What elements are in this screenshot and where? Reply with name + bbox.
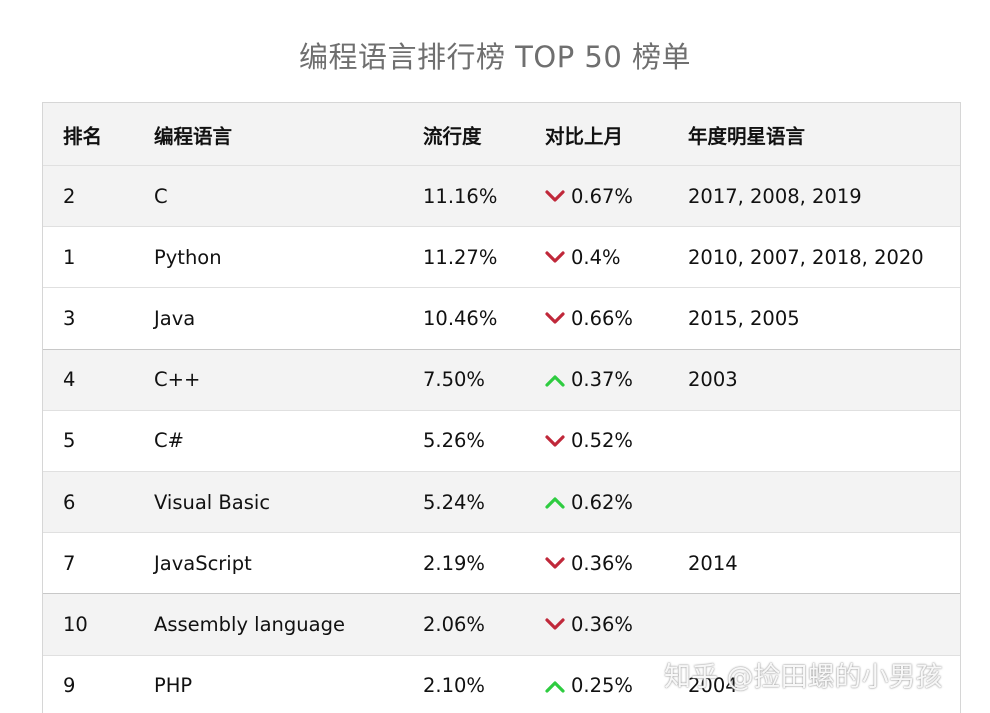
change-cell: 0.37% — [545, 350, 633, 410]
table-row: 9 PHP 2.10% 0.25% 2004 — [43, 654, 960, 713]
arrow-down-icon — [545, 617, 565, 631]
language-cell: C# — [154, 429, 184, 453]
popularity-cell: 7.50% — [423, 368, 485, 392]
change-cell: 0.4% — [545, 227, 621, 287]
popularity-cell: 2.19% — [423, 551, 485, 575]
rank-cell: 10 — [63, 612, 88, 636]
header-change: 对比上月 — [545, 124, 624, 148]
popularity-cell: 11.16% — [423, 184, 498, 208]
star-years-cell: 2010, 2007, 2018, 2020 — [688, 245, 924, 269]
star-years-cell: 2003 — [688, 368, 738, 392]
change-value: 0.67% — [571, 184, 633, 208]
table-row: 7 JavaScript 2.19% 0.36% 2014 — [43, 532, 960, 593]
change-value: 0.36% — [571, 551, 633, 575]
arrow-up-icon — [545, 679, 565, 693]
popularity-cell: 2.06% — [423, 612, 485, 636]
table-row: 1 Python 11.27% 0.4% 2010, 2007, 2018, 2020 — [43, 226, 960, 287]
arrow-down-icon — [545, 434, 565, 448]
header-star-years: 年度明星语言 — [688, 124, 806, 148]
header-popularity: 流行度 — [423, 124, 482, 148]
change-value: 0.37% — [571, 368, 633, 392]
table-row: 2 C 11.16% 0.67% 2017, 2008, 2019 — [43, 165, 960, 227]
header-rank: 排名 — [63, 124, 103, 148]
arrow-down-icon — [545, 189, 565, 203]
language-cell: Java — [154, 306, 196, 330]
language-cell: PHP — [154, 674, 193, 698]
star-years-cell: 2004 — [688, 674, 738, 698]
change-cell: 0.66% — [545, 288, 633, 348]
language-cell: Python — [154, 245, 222, 269]
change-cell: 0.67% — [545, 166, 633, 226]
language-cell: Visual Basic — [154, 490, 271, 514]
star-years-cell: 2017, 2008, 2019 — [688, 184, 862, 208]
table-row: 4 C++ 7.50% 0.37% 2003 — [43, 348, 960, 410]
change-cell: 0.25% — [545, 656, 633, 713]
change-value: 0.66% — [571, 306, 633, 330]
change-value: 0.62% — [571, 490, 633, 514]
header-language: 编程语言 — [154, 124, 233, 148]
language-cell: C++ — [154, 368, 201, 392]
rank-cell: 2 — [63, 184, 76, 208]
change-cell: 0.62% — [545, 472, 633, 532]
arrow-down-icon — [545, 250, 565, 264]
table-row: 5 C# 5.26% 0.52% — [43, 409, 960, 471]
rank-cell: 6 — [63, 490, 76, 514]
popularity-cell: 5.26% — [423, 429, 485, 453]
popularity-cell: 5.24% — [423, 490, 485, 514]
popularity-cell: 2.10% — [423, 674, 485, 698]
ranking-table: 排名 编程语言 流行度 对比上月 年度明星语言 2 C 11.16% 0.67% 201… — [42, 102, 961, 713]
rank-cell: 1 — [63, 245, 76, 269]
popularity-cell: 11.27% — [423, 245, 498, 269]
table-body: 2 C 11.16% 0.67% 2017, 2008, 2019 1 Python 11.2… — [43, 165, 960, 713]
arrow-down-icon — [545, 311, 565, 325]
arrow-down-icon — [545, 556, 565, 570]
table-header-row: 排名 编程语言 流行度 对比上月 年度明星语言 — [43, 103, 960, 165]
language-cell: C — [154, 184, 168, 208]
change-value: 0.52% — [571, 429, 633, 453]
star-years-cell: 2015, 2005 — [688, 306, 800, 330]
change-cell: 0.52% — [545, 411, 633, 471]
page-title: 编程语言排行榜 TOP 50 榜单 — [298, 40, 692, 74]
table-row: 10 Assembly language 2.06% 0.36% — [43, 593, 960, 655]
change-value: 0.36% — [571, 612, 633, 636]
table-row: 3 Java 10.46% 0.66% 2015, 2005 — [43, 287, 960, 348]
rank-cell: 7 — [63, 551, 76, 575]
watermark: 知乎 @捡田螺的小男孩 — [664, 662, 943, 693]
star-years-cell: 2014 — [688, 551, 738, 575]
change-cell: 0.36% — [545, 533, 633, 593]
change-value: 0.25% — [571, 674, 633, 698]
rank-cell: 4 — [63, 368, 76, 392]
language-cell: Assembly language — [154, 612, 345, 636]
rank-cell: 5 — [63, 429, 76, 453]
arrow-up-icon — [545, 495, 565, 509]
rank-cell: 9 — [63, 674, 76, 698]
change-cell: 0.36% — [545, 594, 633, 654]
rank-cell: 3 — [63, 306, 76, 330]
table-row: 6 Visual Basic 5.24% 0.62% — [43, 470, 960, 533]
arrow-up-icon — [545, 373, 565, 387]
change-value: 0.4% — [571, 245, 621, 269]
language-cell: JavaScript — [154, 551, 252, 575]
popularity-cell: 10.46% — [423, 306, 498, 330]
